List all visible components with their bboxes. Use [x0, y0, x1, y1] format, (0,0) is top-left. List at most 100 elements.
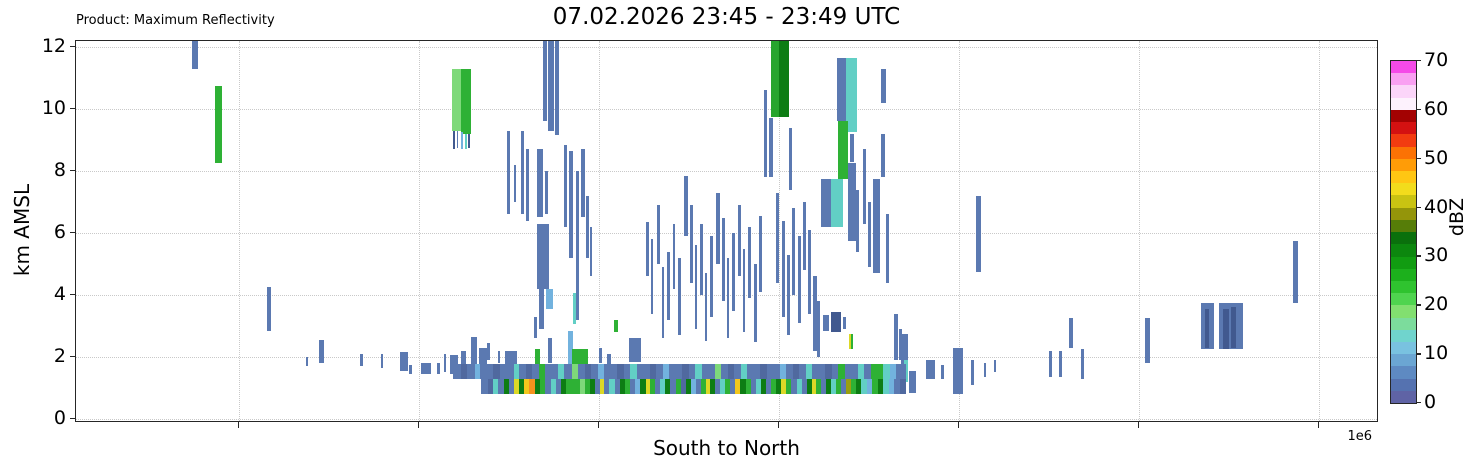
reflectivity-bar	[509, 378, 514, 394]
reflectivity-bar	[861, 378, 867, 394]
gridline-horizontal	[76, 357, 1377, 358]
reflectivity-bar	[728, 363, 734, 379]
reflectivity-bar	[534, 316, 537, 339]
y-tick-mark	[70, 294, 75, 296]
y-tick-label: 0	[53, 407, 66, 429]
reflectivity-bar	[894, 313, 898, 361]
reflectivity-bar	[1145, 318, 1150, 364]
reflectivity-bar	[479, 347, 487, 378]
reflectivity-bar	[487, 363, 493, 379]
reflectivity-bar	[743, 248, 745, 333]
reflectivity-bar	[867, 378, 872, 394]
reflectivity-bar	[886, 214, 889, 283]
reflectivity-bar	[863, 149, 866, 224]
product-label: Product: Maximum Reflectivity	[76, 13, 275, 28]
reflectivity-bar	[695, 363, 702, 379]
colorbar-tick-label: 20	[1424, 293, 1449, 316]
reflectivity-bar	[808, 229, 811, 314]
reflectivity-bar	[564, 363, 572, 379]
reflectivity-bar	[759, 215, 762, 292]
reflectivity-bar	[519, 363, 526, 379]
reflectivity-bar	[609, 378, 615, 394]
reflectivity-bar	[676, 363, 682, 379]
reflectivity-bar	[670, 378, 676, 394]
reflectivity-bar	[926, 360, 935, 379]
reflectivity-bar	[738, 205, 741, 277]
reflectivity-bar	[727, 257, 729, 339]
reflectivity-bar	[595, 378, 600, 394]
reflectivity-bar	[871, 363, 883, 379]
reflectivity-bar	[1069, 318, 1073, 348]
reflectivity-bar	[585, 363, 591, 379]
reflectivity-bar	[701, 378, 706, 394]
reflectivity-bar	[650, 378, 655, 394]
reflectivity-bar	[771, 41, 779, 117]
reflectivity-bar	[782, 220, 785, 317]
reflectivity-bar	[480, 363, 487, 379]
y-tick-mark	[70, 108, 75, 110]
x-tick-mark	[598, 422, 600, 428]
colorbar-tick-label: 30	[1424, 244, 1449, 267]
reflectivity-bar	[769, 118, 773, 178]
y-tick-label: 12	[41, 35, 66, 57]
reflectivity-bar	[545, 378, 551, 394]
colorbar-swatch	[1391, 207, 1416, 220]
reflectivity-bar	[611, 363, 617, 379]
reflectivity-bar	[360, 353, 363, 367]
reflectivity-bar	[868, 202, 871, 268]
reflectivity-bar	[799, 363, 806, 379]
reflectivity-bar	[655, 378, 660, 394]
reflectivity-bar	[637, 363, 643, 379]
reflectivity-bar	[754, 363, 760, 379]
reflectivity-bar	[267, 287, 271, 331]
reflectivity-bar	[899, 329, 902, 361]
reflectivity-bar	[643, 363, 650, 379]
reflectivity-bar	[715, 363, 721, 379]
reflectivity-bar	[883, 363, 890, 379]
reflectivity-bar	[564, 144, 567, 227]
gridline-vertical	[1319, 41, 1320, 421]
gridline-horizontal	[76, 171, 1377, 172]
reflectivity-bar	[599, 347, 602, 364]
colorbar-swatch	[1391, 134, 1416, 147]
reflectivity-bar	[461, 132, 463, 150]
reflectivity-bar	[662, 267, 664, 339]
reflectivity-bar	[546, 288, 553, 309]
reflectivity-bar	[465, 133, 467, 150]
reflectivity-bar	[555, 41, 559, 136]
reflectivity-bar	[514, 363, 519, 379]
reflectivity-bar	[561, 378, 566, 394]
reflectivity-bar	[825, 363, 832, 379]
reflectivity-bar	[846, 378, 851, 394]
colorbar-swatch	[1391, 256, 1416, 269]
reflectivity-bar	[689, 363, 695, 379]
reflectivity-bar	[506, 363, 514, 379]
reflectivity-bar	[690, 205, 693, 283]
reflectivity-bar	[504, 378, 509, 394]
reflectivity-bar	[831, 312, 841, 333]
reflectivity-bar	[838, 363, 845, 379]
colorbar-label: dBZ	[1446, 197, 1468, 237]
reflectivity-bar	[657, 205, 660, 264]
reflectivity-bar	[468, 133, 470, 148]
colorbar-swatch	[1391, 280, 1416, 294]
reflectivity-bar	[663, 363, 669, 379]
reflectivity-bar	[1231, 307, 1236, 348]
reflectivity-bar	[741, 363, 747, 379]
reflectivity-bar	[889, 378, 894, 394]
gridline-horizontal	[76, 47, 1377, 48]
reflectivity-bar	[994, 360, 996, 373]
reflectivity-bar	[831, 378, 836, 394]
reflectivity-bar	[521, 130, 524, 215]
reflectivity-bar	[600, 378, 604, 394]
reflectivity-bar	[487, 343, 490, 361]
colorbar-swatch	[1391, 73, 1416, 86]
reflectivity-bar	[306, 357, 308, 367]
colorbar-swatch	[1391, 183, 1416, 196]
reflectivity-bar	[635, 378, 640, 394]
reflectivity-bar	[667, 251, 670, 320]
colorbar-tick-mark	[1416, 60, 1421, 62]
colorbar-swatch	[1391, 122, 1416, 135]
reflectivity-bar	[766, 378, 771, 394]
reflectivity-bar	[537, 149, 543, 218]
